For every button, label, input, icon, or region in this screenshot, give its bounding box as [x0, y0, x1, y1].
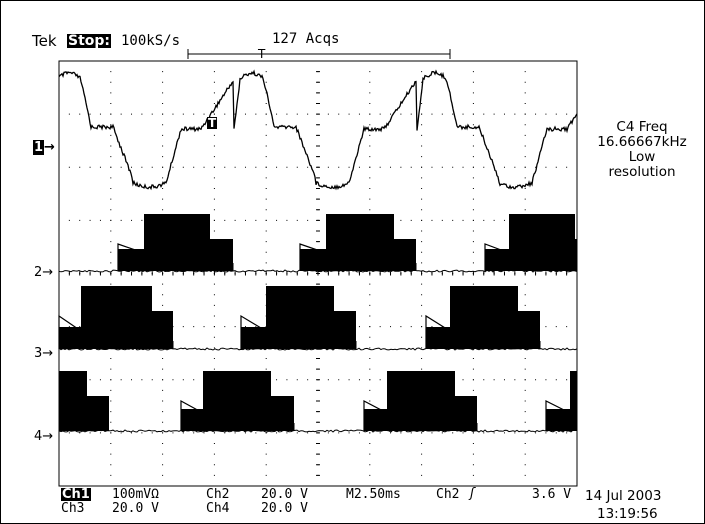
- channel-4-burst-1: [387, 371, 455, 431]
- channel-3-burst-0: [81, 286, 152, 349]
- channel-4-tail-1: [455, 396, 477, 431]
- time-readout: 13:19:56: [597, 506, 658, 522]
- record-bracket-indicator: [187, 49, 451, 59]
- channel-4-ramp-0: [181, 409, 203, 431]
- ch4-label: Ch4: [206, 501, 230, 516]
- channel-3-tail-2: [518, 311, 540, 349]
- channel-3-burst-1: [266, 286, 334, 349]
- trigger-source: Ch2: [436, 487, 460, 502]
- run-state-badge: Stop:: [67, 33, 112, 49]
- channel-2-tail-1: [394, 239, 416, 271]
- ch3-scale: 20.0 V: [112, 501, 159, 516]
- channel-2-ramp-2: [485, 249, 509, 271]
- ch2-scale: 20.0 V: [261, 487, 308, 502]
- channel-4-burst-start: [59, 371, 87, 431]
- channel-3-baseline: [58, 347, 578, 351]
- channel-2-ramp-0: [118, 249, 144, 271]
- ch1-label: Ch1: [61, 487, 91, 502]
- brand-label: Tek: [32, 32, 57, 50]
- channel-4-tail-start: [87, 396, 109, 431]
- channel-3-marker: 3→: [34, 346, 54, 361]
- trigger-slope-icon: ʃ: [470, 486, 475, 501]
- channel-3-ramp-0: [59, 327, 81, 349]
- channel-4-baseline: [58, 429, 577, 433]
- date-readout: 14 Jul 2003: [585, 488, 662, 504]
- channel-3-ramp-2: [426, 327, 450, 349]
- channel-3-tail-0: [152, 311, 173, 349]
- channel-1-trace: [58, 69, 578, 191]
- channel-4-marker: 4→: [34, 429, 54, 444]
- measurement-note-1: Low: [628, 149, 656, 165]
- channel-3-ramp-1: [241, 327, 266, 349]
- channel-1-marker: 1→: [33, 140, 55, 155]
- trigger-level-readout: 3.6 V: [532, 487, 572, 502]
- channel-4-burst-0: [203, 371, 271, 431]
- channel-2-burst-1: [326, 214, 394, 271]
- measurement-note-2: resolution: [608, 164, 676, 180]
- timebase-readout: M2.50ms: [346, 487, 401, 502]
- ch3-label: Ch3: [61, 501, 85, 516]
- acquisition-count: 127 Acqs: [272, 31, 340, 47]
- trigger-position-marker: T: [257, 47, 266, 61]
- channel-2-ramp-1: [300, 249, 326, 271]
- channel-2-burst-0: [144, 214, 210, 271]
- ch1-scale: 100mVΩ: [112, 487, 159, 502]
- channel-4-tail-0: [271, 396, 294, 431]
- channel-4-burst-2: [570, 371, 577, 431]
- measurement-readout: C4 Freq 16.66667kHz Low resolution: [581, 120, 703, 180]
- channel-3-tail-1: [334, 311, 356, 349]
- ch2-label: Ch2: [206, 487, 230, 502]
- channel-2-tail-0: [210, 239, 233, 271]
- channel-2-tail-2: [575, 239, 577, 271]
- measurement-name: C4 Freq: [616, 119, 668, 135]
- channel-4-ramp-2: [546, 409, 570, 431]
- channel-2-burst-2: [509, 214, 575, 271]
- sample-rate-label: 100kS/s: [121, 33, 181, 49]
- measurement-value: 16.66667kHz: [597, 134, 687, 150]
- graticule-grid: [58, 60, 568, 487]
- trace-trigger-marker: T: [207, 116, 218, 130]
- waveform-traces: [58, 69, 578, 433]
- channel-2-marker: 2→: [34, 265, 54, 280]
- ch4-scale: 20.0 V: [261, 501, 308, 516]
- channel-3-burst-2: [450, 286, 518, 349]
- channel-4-ramp-1: [364, 409, 387, 431]
